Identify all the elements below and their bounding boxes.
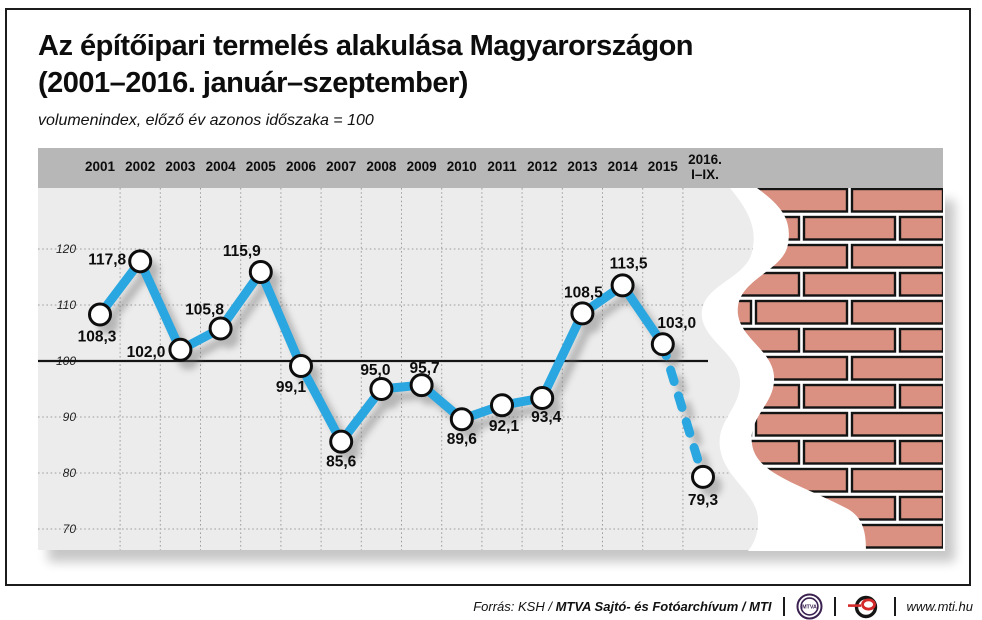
year-label: 2007 — [326, 159, 356, 174]
brick — [850, 411, 943, 437]
y-axis-tick-label: 80 — [63, 466, 77, 480]
brick — [802, 383, 897, 409]
brick — [850, 467, 943, 493]
year-header-band — [38, 148, 943, 188]
website-link[interactable]: www.mti.hu — [906, 598, 973, 614]
data-point-marker — [691, 464, 715, 489]
year-label: 2005 — [246, 159, 277, 174]
data-point-marker — [610, 273, 635, 298]
data-point-marker — [409, 373, 434, 398]
brick — [802, 439, 897, 465]
footer-bar: Forrás: KSH / MTVA Sajtó- és Fotóarchívu… — [473, 593, 973, 619]
year-label: 2013 — [567, 159, 598, 174]
title-line-2: (2001–2016. január–szeptember) — [38, 67, 468, 99]
source-archive: MTVA Sajtó- és Fotóarchívum — [555, 598, 739, 614]
source-prefix: Forrás: KSH / — [473, 598, 556, 614]
y-axis-tick-label: 90 — [63, 410, 77, 424]
data-line-dashed-2016 — [658, 339, 708, 482]
data-point-marker — [248, 259, 273, 284]
data-point-marker — [329, 429, 354, 454]
brick — [850, 243, 943, 269]
year-label-2016-period: I–IX. — [691, 167, 719, 182]
data-point-marker — [128, 249, 153, 274]
brick — [898, 215, 943, 241]
year-label: 2014 — [608, 159, 639, 174]
data-point-marker — [570, 301, 595, 326]
brick — [850, 188, 943, 213]
value-label: 95,7 — [410, 360, 440, 377]
year-label: 2010 — [447, 159, 477, 174]
brick — [754, 411, 849, 437]
year-label: 2012 — [527, 159, 557, 174]
data-point-marker — [289, 354, 313, 379]
data-point-marker — [490, 393, 514, 418]
value-label: 115,9 — [223, 243, 261, 260]
value-label: 93,4 — [531, 409, 562, 426]
brick — [898, 271, 943, 297]
chart-subtitle: volumenindex, előző év azonos időszaka =… — [38, 112, 374, 129]
brick — [850, 299, 943, 325]
footer-divider — [782, 596, 785, 616]
brick — [850, 355, 943, 381]
data-point-marker — [168, 337, 193, 362]
brick — [802, 327, 897, 353]
brick — [802, 271, 897, 297]
brick — [898, 327, 943, 353]
brick — [898, 439, 943, 465]
value-label: 108,3 — [78, 329, 117, 346]
value-label: 85,6 — [326, 454, 357, 471]
page-title: Az építőipari termelés alakulása Magyaro… — [38, 28, 738, 102]
y-axis-tick-label: 70 — [63, 522, 77, 536]
mtva-logo-text: MTVA — [802, 604, 817, 610]
data-point-marker — [208, 316, 233, 341]
mtva-logo-icon: MTVA — [796, 593, 823, 619]
value-label: 102,0 — [127, 344, 166, 361]
source-suffix: / MTI — [738, 598, 772, 614]
data-point-marker — [449, 407, 474, 432]
brick — [898, 495, 943, 521]
data-point-marker — [650, 332, 675, 357]
value-label: 79,3 — [688, 492, 719, 509]
year-label: 2015 — [648, 159, 679, 174]
brick — [802, 215, 897, 241]
value-label: 117,8 — [88, 251, 126, 268]
value-label: 108,5 — [564, 284, 603, 301]
year-label: 2003 — [165, 159, 196, 174]
value-label: 92,1 — [489, 418, 520, 435]
value-label: 95,0 — [360, 362, 390, 379]
data-point-marker — [369, 377, 394, 401]
year-label: 2009 — [407, 159, 437, 174]
brick — [898, 383, 943, 409]
value-label: 103,0 — [657, 315, 696, 332]
footer-divider — [833, 596, 836, 616]
brick — [737, 299, 753, 325]
title-line-1: Az építőipari termelés alakulása Magyaro… — [38, 30, 694, 62]
y-axis-tick-label: 120 — [56, 242, 76, 256]
data-point-marker — [88, 302, 112, 327]
brick — [754, 299, 849, 325]
value-label: 99,1 — [276, 379, 307, 396]
year-label: 2001 — [85, 159, 116, 174]
y-axis-tick-label: 110 — [57, 298, 76, 312]
value-label: 105,8 — [185, 302, 224, 319]
data-point-marker — [530, 385, 555, 410]
value-label: 113,5 — [610, 255, 648, 272]
footer-divider — [893, 596, 896, 616]
value-label: 89,6 — [447, 431, 478, 448]
year-label: 2011 — [487, 159, 517, 174]
year-label: 2004 — [206, 159, 237, 174]
mti-logo-icon — [847, 595, 877, 618]
year-label: 2008 — [366, 159, 397, 174]
year-label: 2006 — [286, 159, 317, 174]
source-credit: Forrás: KSH / MTVA Sajtó- és Fotóarchívu… — [473, 599, 771, 614]
year-label-2016: 2016. — [688, 152, 722, 167]
year-label: 2002 — [125, 159, 155, 174]
